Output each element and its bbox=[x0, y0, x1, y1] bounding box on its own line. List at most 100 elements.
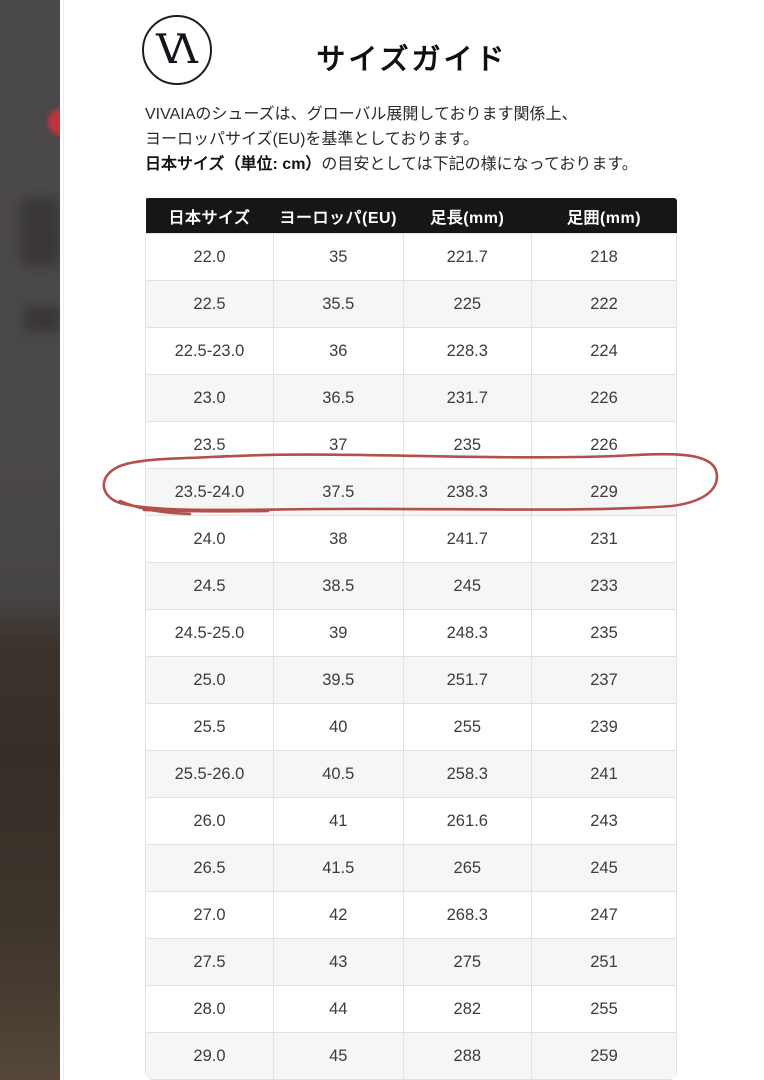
table-cell: 22.0 bbox=[145, 233, 274, 281]
table-cell: 38.5 bbox=[272, 562, 404, 610]
table-cell: 241.7 bbox=[402, 515, 533, 563]
table-cell: 222 bbox=[531, 280, 677, 328]
table-cell: 26.5 bbox=[145, 844, 274, 892]
table-cell: 37 bbox=[272, 421, 404, 469]
table-cell: 229 bbox=[531, 468, 677, 516]
table-cell: 43 bbox=[272, 938, 404, 986]
table-row: 23.5 37 235 226 bbox=[145, 421, 677, 469]
table-cell: 233 bbox=[531, 562, 677, 610]
intro-line-1: VIVAIAのシューズは、グローバル展開しております関係上、 bbox=[145, 106, 578, 123]
table-cell: 23.5 bbox=[145, 421, 274, 469]
table-cell: 26.0 bbox=[145, 797, 274, 845]
column-header-foot-length: 足長(mm) bbox=[403, 198, 532, 234]
intro-line-2: ヨーロッパサイズ(EU)を基準としております。 bbox=[145, 131, 479, 148]
table-row: 25.5 40 255 239 bbox=[145, 703, 677, 751]
monogram-letter: V bbox=[156, 27, 185, 73]
table-row: 26.0 41 261.6 243 bbox=[145, 797, 677, 845]
table-cell: 36 bbox=[272, 327, 404, 375]
table-cell: 40 bbox=[272, 703, 404, 751]
table-cell: 23.0 bbox=[145, 374, 274, 422]
table-cell: 39 bbox=[272, 609, 404, 657]
table-cell: 259 bbox=[531, 1032, 677, 1080]
table-row: 25.5-26.0 40.5 258.3 241 bbox=[145, 750, 677, 798]
table-cell: 255 bbox=[402, 703, 533, 751]
column-header-eu-size: ヨーロッパ(EU) bbox=[273, 198, 404, 234]
table-cell: 245 bbox=[402, 562, 533, 610]
table-cell: 35 bbox=[272, 233, 404, 281]
table-cell: 225 bbox=[402, 280, 533, 328]
intro-line-3: 日本サイズ（単位: cm）の目安としては下記の様になっております。 bbox=[145, 152, 705, 177]
table-cell: 238.3 bbox=[402, 468, 533, 516]
table-cell: 261.6 bbox=[402, 797, 533, 845]
table-cell: 239 bbox=[531, 703, 677, 751]
table-cell: 245 bbox=[531, 844, 677, 892]
table-cell: 226 bbox=[531, 421, 677, 469]
table-cell: 251 bbox=[531, 938, 677, 986]
table-cell: 265 bbox=[402, 844, 533, 892]
table-cell: 247 bbox=[531, 891, 677, 939]
table-cell: 235 bbox=[531, 609, 677, 657]
size-table-header: 日本サイズ ヨーロッパ(EU) 足長(mm) 足囲(mm) bbox=[145, 198, 677, 234]
table-cell: 22.5 bbox=[145, 280, 274, 328]
table-row: 24.5 38.5 245 233 bbox=[145, 562, 677, 610]
table-cell: 24.5-25.0 bbox=[145, 609, 274, 657]
intro-line-3-rest: の目安としては下記の様になっております。 bbox=[321, 156, 638, 173]
table-cell: 27.0 bbox=[145, 891, 274, 939]
table-cell: 23.5-24.0 bbox=[145, 468, 274, 516]
vivaia-logo-icon: V Λ bbox=[142, 15, 212, 85]
table-cell: 275 bbox=[402, 938, 533, 986]
table-row-highlighted: 23.5-24.0 37.5 238.3 229 bbox=[145, 468, 677, 516]
vivaia-monogram: V Λ bbox=[156, 30, 198, 70]
table-cell: 40.5 bbox=[272, 750, 404, 798]
table-row: 28.0 44 282 255 bbox=[145, 985, 677, 1033]
table-cell: 231.7 bbox=[402, 374, 533, 422]
table-cell: 226 bbox=[531, 374, 677, 422]
table-cell: 36.5 bbox=[272, 374, 404, 422]
table-row: 23.0 36.5 231.7 226 bbox=[145, 374, 677, 422]
monogram-letter: Λ bbox=[169, 27, 198, 73]
table-cell: 248.3 bbox=[402, 609, 533, 657]
table-cell: 24.5 bbox=[145, 562, 274, 610]
table-cell: 41.5 bbox=[272, 844, 404, 892]
table-cell: 42 bbox=[272, 891, 404, 939]
table-cell: 221.7 bbox=[402, 233, 533, 281]
table-cell: 241 bbox=[531, 750, 677, 798]
blurred-background-block bbox=[24, 306, 60, 332]
table-cell: 228.3 bbox=[402, 327, 533, 375]
table-row: 22.5-23.0 36 228.3 224 bbox=[145, 327, 677, 375]
blurred-background-block bbox=[20, 198, 60, 266]
table-row: 26.5 41.5 265 245 bbox=[145, 844, 677, 892]
table-cell: 44 bbox=[272, 985, 404, 1033]
size-guide-modal: V Λ サイズガイド VIVAIAのシューズは、グローバル展開しております関係上… bbox=[60, 0, 764, 1080]
table-cell: 29.0 bbox=[145, 1032, 274, 1080]
table-cell: 231 bbox=[531, 515, 677, 563]
table-row: 27.5 43 275 251 bbox=[145, 938, 677, 986]
table-cell: 243 bbox=[531, 797, 677, 845]
table-cell: 45 bbox=[272, 1032, 404, 1080]
table-cell: 258.3 bbox=[402, 750, 533, 798]
table-cell: 38 bbox=[272, 515, 404, 563]
table-row: 24.5-25.0 39 248.3 235 bbox=[145, 609, 677, 657]
table-cell: 22.5-23.0 bbox=[145, 327, 274, 375]
table-cell: 35.5 bbox=[272, 280, 404, 328]
page-title: サイズガイド bbox=[316, 44, 508, 76]
table-cell: 24.0 bbox=[145, 515, 274, 563]
table-cell: 25.5 bbox=[145, 703, 274, 751]
table-cell: 235 bbox=[402, 421, 533, 469]
table-cell: 288 bbox=[402, 1032, 533, 1080]
table-cell: 237 bbox=[531, 656, 677, 704]
dimmed-page-backdrop bbox=[0, 0, 60, 1080]
intro-text: VIVAIAのシューズは、グローバル展開しております関係上、 ヨーロッパサイズ(… bbox=[145, 102, 705, 177]
table-cell: 25.0 bbox=[145, 656, 274, 704]
panel-edge-line bbox=[63, 0, 64, 1080]
column-header-jp-size: 日本サイズ bbox=[145, 198, 274, 234]
table-row: 22.5 35.5 225 222 bbox=[145, 280, 677, 328]
table-row: 22.0 35 221.7 218 bbox=[145, 233, 677, 281]
table-cell: 255 bbox=[531, 985, 677, 1033]
table-cell: 41 bbox=[272, 797, 404, 845]
table-cell: 39.5 bbox=[272, 656, 404, 704]
table-cell: 37.5 bbox=[272, 468, 404, 516]
table-cell: 28.0 bbox=[145, 985, 274, 1033]
table-row: 29.0 45 288 259 bbox=[145, 1032, 677, 1080]
